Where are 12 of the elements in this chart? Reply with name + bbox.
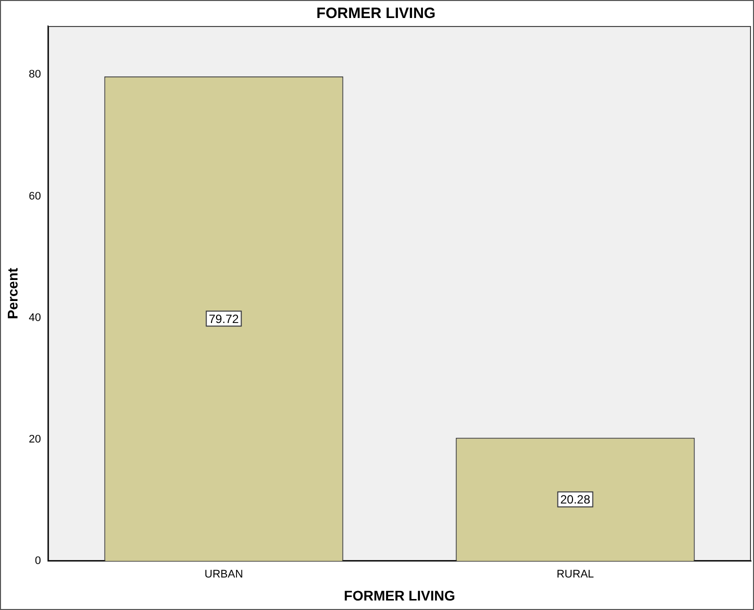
y-axis-title: Percent [4, 267, 20, 320]
y-tick-label: 80 [28, 68, 42, 81]
x-axis-title: FORMER LIVING [344, 587, 456, 604]
chart-title: FORMER LIVING [316, 5, 436, 22]
data-label: 79.72 [208, 312, 240, 326]
y-tick-label: 40 [28, 312, 42, 324]
y-tick-label: 0 [34, 555, 42, 568]
x-tick-label: URBAN [204, 568, 244, 581]
y-tick-label: 20 [28, 433, 42, 446]
x-tick-label: RURAL [556, 568, 594, 581]
y-tick-label: 60 [28, 190, 42, 202]
data-label: 20.28 [560, 492, 591, 507]
